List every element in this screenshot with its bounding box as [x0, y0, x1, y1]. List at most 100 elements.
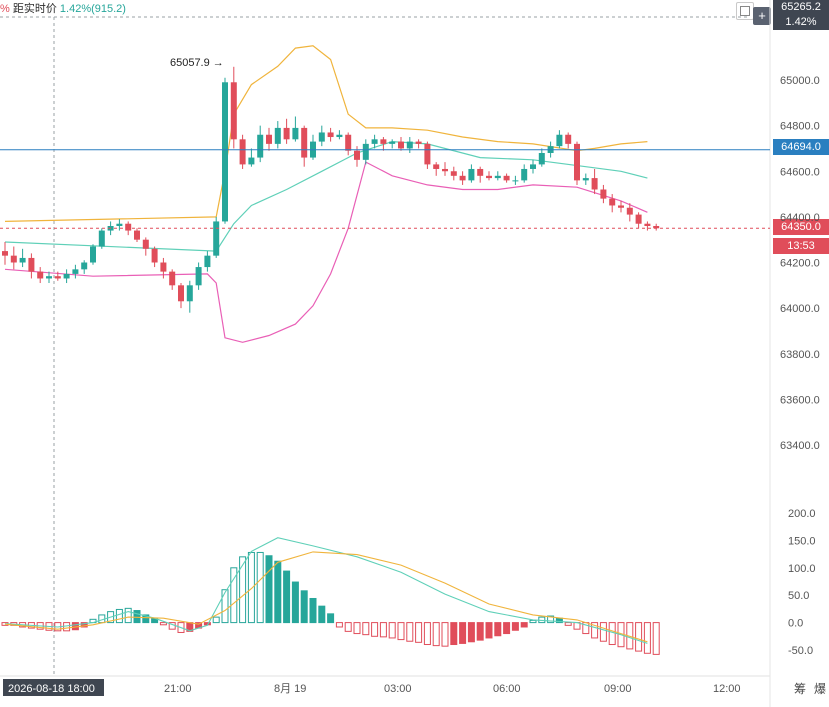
candle-body — [10, 255, 17, 263]
candle-body — [142, 239, 149, 249]
macd-bar — [635, 622, 643, 652]
candle-body — [19, 257, 26, 263]
macd-bar — [564, 622, 572, 626]
candle-body — [635, 214, 642, 224]
candle-body — [169, 271, 176, 286]
last-price-tag: 64350.0 — [773, 219, 829, 235]
macd-bar — [353, 622, 361, 635]
candle-body — [274, 127, 281, 144]
top-price-tag: 65265.2 1.42% — [773, 0, 829, 30]
macd-bar — [309, 597, 317, 624]
price-tick-label: 65000.0 — [780, 75, 820, 87]
candle-body — [72, 269, 79, 274]
candle-body — [468, 168, 475, 181]
macd-bar — [247, 551, 255, 624]
candle-body — [292, 127, 299, 140]
price-tick-label: 63600.0 — [780, 394, 820, 406]
macd-bar — [230, 567, 238, 624]
macd-bar — [80, 622, 88, 628]
x-tick-label: 21:00 — [164, 683, 192, 695]
candle-body — [63, 273, 70, 279]
top-price: 65265.2 — [781, 1, 821, 13]
macd-bar — [265, 555, 273, 624]
candle-body — [327, 132, 334, 138]
candle-body — [433, 164, 440, 169]
macd-bar — [212, 616, 220, 624]
candle-body — [389, 141, 396, 144]
macd-bar — [362, 622, 370, 636]
macd-dea-line — [4, 551, 648, 643]
macd-bar — [643, 622, 651, 654]
candle-body — [415, 141, 422, 144]
macd-tick-label: 0.0 — [788, 618, 803, 630]
header-percent: 1.42% — [59, 3, 92, 15]
candle-body — [644, 223, 651, 226]
macd-bar — [397, 622, 405, 641]
header-label: 距实时价 — [12, 3, 57, 15]
candle-body — [239, 139, 246, 165]
top-pct: 1.42% — [785, 16, 817, 28]
macd-bar — [494, 622, 502, 637]
candle-body — [81, 262, 88, 270]
candle-body — [530, 164, 536, 169]
macd-tick-label: -50.0 — [788, 645, 813, 657]
macd-bar — [415, 622, 423, 643]
candle-body — [54, 276, 61, 279]
macd-bar — [406, 622, 414, 642]
macd-bar — [520, 622, 528, 628]
macd-bar — [71, 622, 79, 631]
x-tick-label: 8月 19 — [274, 683, 306, 695]
candle-body — [318, 132, 325, 142]
macd-bar — [300, 590, 308, 624]
price-tick-label: 63800.0 — [780, 349, 820, 361]
x-tick-label: 12:00 — [713, 683, 741, 695]
candle-body — [591, 178, 598, 190]
right-label-1: 筹 — [794, 682, 806, 696]
macd-bar — [115, 608, 123, 624]
candle-body — [538, 153, 545, 165]
candle-body — [424, 143, 431, 165]
checkbox-icon[interactable] — [736, 2, 754, 20]
candle-body — [380, 139, 387, 144]
macd-bar — [476, 622, 484, 641]
macd-bar — [591, 622, 599, 639]
candle-body — [301, 127, 308, 158]
macd-bar — [124, 607, 132, 624]
candle-body — [600, 189, 607, 199]
candle-body — [486, 175, 492, 179]
candle-body — [230, 82, 237, 140]
price-tick-label: 64200.0 — [780, 258, 820, 270]
candle-body — [151, 248, 158, 263]
macd-bar — [608, 622, 616, 646]
macd-tick-label: 150.0 — [788, 535, 816, 547]
macd-bar — [459, 622, 467, 644]
candle-body — [565, 134, 572, 144]
candle-body — [574, 143, 580, 181]
macd-bar — [511, 622, 519, 631]
macd-bar — [450, 622, 458, 646]
candle-body — [195, 267, 202, 286]
candle-body — [477, 168, 484, 176]
candle-body — [213, 221, 220, 256]
macd-bar — [432, 622, 440, 647]
price-tick-label: 64400.0 — [780, 212, 820, 224]
candle-body — [556, 134, 563, 147]
macd-bar — [379, 622, 387, 638]
x-tick-label: 06:00 — [493, 683, 521, 695]
macd-bar — [423, 622, 431, 646]
macd-bar — [159, 622, 167, 626]
candle-body — [618, 205, 624, 208]
cursor-date-label: 2026-08-18 18:00 — [8, 683, 95, 695]
candle-body — [134, 230, 140, 240]
candle-body — [90, 246, 96, 263]
candle-body — [354, 150, 360, 160]
candle-body — [362, 143, 369, 160]
candle-body — [28, 257, 35, 272]
macd-bar — [291, 581, 299, 624]
candle-body — [37, 271, 44, 279]
macd-bar — [371, 622, 379, 637]
price-tick-label: 63400.0 — [780, 440, 820, 452]
macd-dif-line — [4, 537, 648, 644]
macd-bar — [547, 615, 555, 624]
